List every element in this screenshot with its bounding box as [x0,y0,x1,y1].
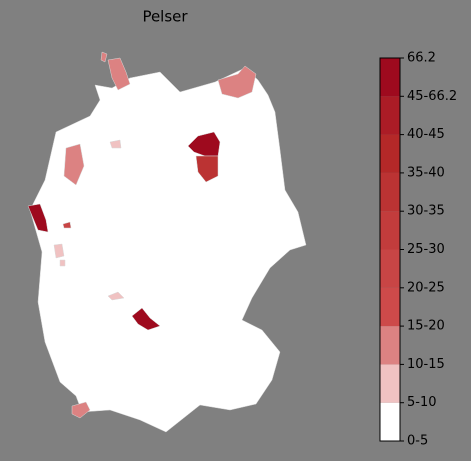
map [27,51,307,433]
region-franconia-west [107,291,125,301]
colorbar-segment [380,172,400,212]
region-franconia [131,307,161,331]
region-ruegen [217,65,257,99]
colorbar-label: 40-45 [407,127,445,142]
colorbar-label: 35-40 [407,165,445,180]
colorbar-segment [380,211,400,250]
colorbar-label: 45-66.2 [407,89,457,104]
colorbar-label: 0-5 [407,434,428,449]
colorbar-segment [380,96,400,135]
region-small-eifel [59,259,66,267]
colorbar-label: 66.2 [407,51,436,66]
region-small-west [62,221,72,229]
colorbar-label: 5-10 [407,395,437,410]
region-emsland [63,143,85,186]
region-brandenburg-north [187,131,221,157]
colorbar-label: 30-35 [407,204,445,219]
colorbar-segment [380,402,400,441]
region-north-frisia [107,57,131,91]
colorbar-segment [380,287,400,327]
colorbar-segment [380,249,400,288]
region-aachen [27,203,49,233]
region-eifel [53,243,65,259]
colorbar: 0-5 5-10 10-15 15-20 20-25 25-30 30-35 35-40 40-… [379,51,457,449]
colorbar-segment [380,134,400,173]
colorbar-label: 10-15 [407,357,445,372]
colorbar-label: 25-30 [407,242,445,257]
region-lake [71,401,91,419]
region-island [100,51,108,63]
colorbar-label: 15-20 [407,319,445,334]
region-brandenburg-south [195,155,219,183]
region-small-north [109,139,122,149]
colorbar-segment [380,326,400,365]
colorbar-label: 20-25 [407,280,445,295]
colorbar-segment [380,58,400,97]
colorbar-segment [380,364,400,403]
map-title: Pelser [142,8,188,26]
